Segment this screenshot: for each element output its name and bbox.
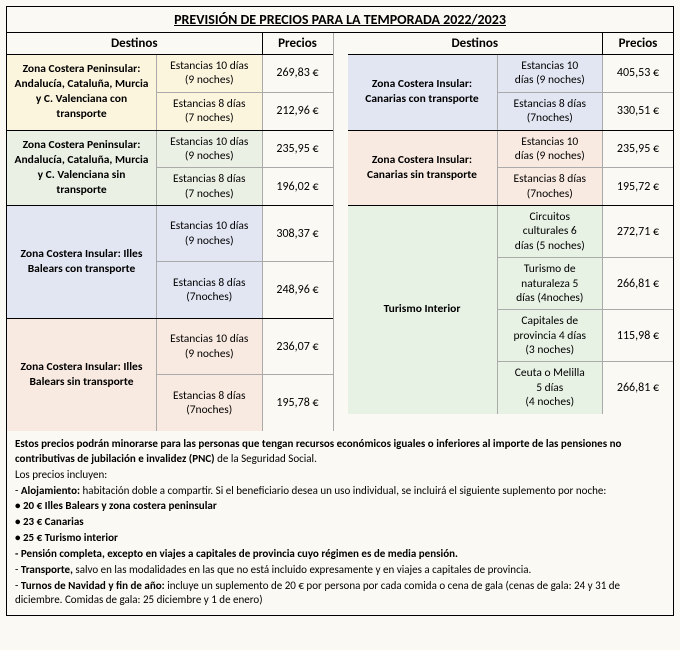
note-line: Estos precios podrán minorarse para las …	[15, 437, 665, 467]
price-cell: 235,95 €	[603, 131, 673, 168]
price-row: Capitales deprovincia 4 días(3 noches)11…	[498, 310, 674, 362]
note-line: - Alojamiento: habitación doble a compar…	[15, 484, 665, 499]
price-cell: 195,78 €	[263, 375, 333, 431]
column-gap	[334, 33, 348, 431]
stay-cell: Estancias 10días (9 noches)	[498, 131, 604, 168]
right-column: Destinos Precios Zona Costera Insular: C…	[348, 33, 674, 431]
right-blocks: Zona Costera Insular: Canarias con trans…	[348, 55, 674, 414]
destination-cell: Zona Costera Peninsular: Andalucía, Cata…	[7, 55, 157, 130]
note-line: - Turnos de Navidad y fin de año: incluy…	[15, 579, 665, 609]
price-cell: 195,72 €	[603, 168, 673, 205]
price-block: Zona Costera Peninsular: Andalucía, Cata…	[7, 131, 333, 207]
columns-wrap: Destinos Precios Zona Costera Peninsular…	[7, 33, 673, 431]
price-cell: 330,51 €	[603, 93, 673, 130]
destination-cell: Zona Costera Peninsular: Andalucía, Cata…	[7, 131, 157, 206]
price-cell: 115,98 €	[603, 310, 673, 361]
price-row: Estancias 8 días(7noches)330,51 €	[498, 93, 674, 130]
header-destinos: Destinos	[7, 33, 263, 54]
price-block: Turismo InteriorCircuitosculturales 6día…	[348, 206, 674, 414]
right-header: Destinos Precios	[348, 33, 674, 55]
price-row: Estancias 10 días(9 noches)308,37 €	[157, 206, 333, 262]
price-row: Circuitosculturales 6días (5 noches)272,…	[498, 206, 674, 258]
price-cell: 272,71 €	[603, 206, 673, 257]
price-block: Zona Costera Insular: Illes Balears sin …	[7, 319, 333, 431]
destination-cell: Turismo Interior	[348, 206, 498, 414]
price-block: Zona Costera Peninsular: Andalucía, Cata…	[7, 55, 333, 131]
price-row: Estancias 8 días(7noches)248,96 €	[157, 262, 333, 318]
price-row: Estancias 10 días(9 noches)235,95 €	[157, 131, 333, 169]
rows-wrap: Estancias 10días (9 noches)405,53 €Estan…	[498, 55, 674, 130]
price-row: Turismo denaturaleza 5días (4noches)266,…	[498, 258, 674, 310]
header-precios: Precios	[263, 33, 333, 54]
stay-cell: Estancias 10días (9 noches)	[498, 55, 604, 92]
rows-wrap: Estancias 10 días(9 noches)235,95 €Estan…	[157, 131, 333, 206]
left-blocks: Zona Costera Peninsular: Andalucía, Cata…	[7, 55, 333, 431]
price-row: Ceuta o Melilla5 días(4 noches)266,81 €	[498, 362, 674, 413]
note-line: - Pensión completa, excepto en viajes a …	[15, 547, 665, 562]
rows-wrap: Estancias 10 días(9 noches)308,37 €Estan…	[157, 206, 333, 318]
note-line: - Transporte, salvo en las modalidades e…	[15, 563, 665, 578]
price-cell: 236,07 €	[263, 319, 333, 374]
page-title: PREVISIÓN DE PRECIOS PARA LA TEMPORADA 2…	[7, 7, 673, 33]
destination-cell: Zona Costera Insular: Canarias sin trans…	[348, 131, 498, 206]
stay-cell: Turismo denaturaleza 5días (4noches)	[498, 258, 604, 309]
rows-wrap: Estancias 10 días(9 noches)236,07 €Estan…	[157, 319, 333, 431]
left-header: Destinos Precios	[7, 33, 333, 55]
note-line: • 20 € Illes Balears y zona costera peni…	[15, 499, 665, 514]
stay-cell: Estancias 10 días(9 noches)	[157, 319, 263, 374]
price-cell: 196,02 €	[263, 168, 333, 205]
price-row: Estancias 8 días(7noches)195,72 €	[498, 168, 674, 205]
rows-wrap: Estancias 10días (9 noches)235,95 €Estan…	[498, 131, 674, 206]
stay-cell: Ceuta o Melilla5 días(4 noches)	[498, 362, 604, 413]
note-line: Los precios incluyen:	[15, 468, 665, 483]
stay-cell: Estancias 8 días(7noches)	[498, 168, 604, 205]
price-cell: 266,81 €	[603, 362, 673, 413]
price-row: Estancias 10 días(9 noches)236,07 €	[157, 319, 333, 375]
price-cell: 269,83 €	[263, 55, 333, 92]
price-row: Estancias 8 días(7noches)195,78 €	[157, 375, 333, 431]
price-row: Estancias 10días (9 noches)405,53 €	[498, 55, 674, 93]
note-line: • 23 € Canarias	[15, 515, 665, 530]
stay-cell: Estancias 8 días(7noches)	[498, 93, 604, 130]
price-row: Estancias 10días (9 noches)235,95 €	[498, 131, 674, 169]
stay-cell: Estancias 8 días(7noches)	[157, 262, 263, 318]
price-cell: 248,96 €	[263, 262, 333, 318]
note-line: • 25 € Turismo interior	[15, 531, 665, 546]
price-block: Zona Costera Insular: Illes Balears con …	[7, 206, 333, 319]
stay-cell: Estancias 10 días(9 noches)	[157, 55, 263, 92]
price-table-container: PREVISIÓN DE PRECIOS PARA LA TEMPORADA 2…	[6, 6, 674, 616]
price-cell: 235,95 €	[263, 131, 333, 168]
stay-cell: Capitales deprovincia 4 días(3 noches)	[498, 310, 604, 361]
rows-wrap: Estancias 10 días(9 noches)269,83 €Estan…	[157, 55, 333, 130]
price-cell: 266,81 €	[603, 258, 673, 309]
stay-cell: Estancias 8 días(7 noches)	[157, 93, 263, 130]
price-cell: 212,96 €	[263, 93, 333, 130]
destination-cell: Zona Costera Insular: Canarias con trans…	[348, 55, 498, 130]
header-destinos: Destinos	[348, 33, 604, 54]
stay-cell: Estancias 8 días(7noches)	[157, 375, 263, 431]
rows-wrap: Circuitosculturales 6días (5 noches)272,…	[498, 206, 674, 414]
price-row: Estancias 10 días(9 noches)269,83 €	[157, 55, 333, 93]
price-cell: 405,53 €	[603, 55, 673, 92]
stay-cell: Estancias 8 días(7 noches)	[157, 168, 263, 205]
header-precios: Precios	[603, 33, 673, 54]
stay-cell: Estancias 10 días(9 noches)	[157, 206, 263, 261]
price-cell: 308,37 €	[263, 206, 333, 261]
price-row: Estancias 8 días(7 noches)212,96 €	[157, 93, 333, 130]
destination-cell: Zona Costera Insular: Illes Balears con …	[7, 206, 157, 318]
stay-cell: Circuitosculturales 6días (5 noches)	[498, 206, 604, 257]
price-block: Zona Costera Insular: Canarias con trans…	[348, 55, 674, 131]
price-block: Zona Costera Insular: Canarias sin trans…	[348, 131, 674, 207]
stay-cell: Estancias 10 días(9 noches)	[157, 131, 263, 168]
left-column: Destinos Precios Zona Costera Peninsular…	[7, 33, 334, 431]
price-row: Estancias 8 días(7 noches)196,02 €	[157, 168, 333, 205]
destination-cell: Zona Costera Insular: Illes Balears sin …	[7, 319, 157, 431]
notes-section: Estos precios podrán minorarse para las …	[7, 431, 673, 615]
